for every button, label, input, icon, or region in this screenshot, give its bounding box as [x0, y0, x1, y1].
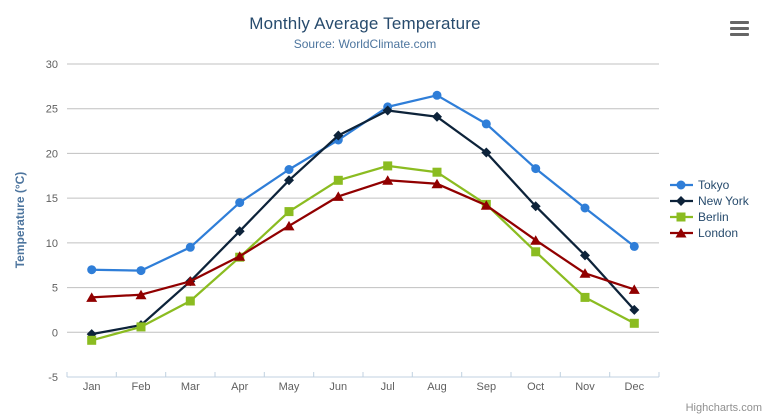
point-berlin-nov[interactable] [580, 292, 590, 302]
point-new-york-oct[interactable] [530, 201, 541, 212]
x-axis-label: Jul [381, 381, 395, 393]
point-berlin-aug[interactable] [432, 167, 442, 177]
point-tokyo-feb[interactable] [136, 266, 146, 276]
series-line-tokyo [90, 94, 636, 272]
point-london-jul[interactable] [382, 175, 394, 185]
point-london-dec[interactable] [628, 284, 640, 294]
point-new-york-apr[interactable] [234, 226, 245, 237]
point-tokyo-may[interactable] [284, 165, 294, 174]
y-axis-label: 15 [46, 193, 58, 205]
point-london-may[interactable] [283, 220, 295, 231]
x-axis-label: Apr [231, 381, 248, 393]
legend-item-london[interactable]: London [670, 227, 749, 239]
y-axis-label: 25 [46, 104, 58, 116]
legend-item-new-york[interactable]: New York [670, 195, 749, 207]
x-axis-label: Dec [625, 381, 645, 393]
point-berlin-jan[interactable] [87, 335, 97, 345]
legend-item-tokyo[interactable]: Tokyo [670, 179, 749, 191]
point-tokyo-dec[interactable] [629, 241, 639, 251]
x-axis-label: May [279, 381, 300, 393]
x-axis-label: Feb [132, 381, 151, 393]
point-berlin-jul[interactable] [383, 161, 393, 171]
y-axis-label: -5 [48, 372, 58, 384]
point-tokyo-aug[interactable] [432, 90, 442, 100]
chart-title: Monthly Average Temperature [249, 14, 481, 33]
point-tokyo-jan[interactable] [87, 265, 97, 275]
legend-item-label: New York [698, 194, 749, 208]
hamburger-bar [730, 27, 749, 30]
legend-item-label: London [698, 226, 739, 240]
point-tokyo-nov[interactable] [580, 203, 590, 213]
point-tokyo-apr[interactable] [235, 198, 245, 208]
point-london-feb[interactable] [135, 289, 147, 300]
legend: Tokyo New York Berlin London [670, 179, 749, 239]
y-axis-label: 20 [46, 148, 58, 160]
x-axis-label: Aug [427, 381, 447, 393]
point-london-oct[interactable] [530, 235, 542, 245]
point-new-york-sep[interactable] [481, 147, 492, 158]
x-axis-label: Sep [477, 381, 497, 393]
x-axis-label: Nov [575, 381, 595, 393]
point-new-york-may[interactable] [284, 175, 294, 186]
hamburger-bar [730, 33, 749, 36]
point-new-york-dec[interactable] [629, 304, 640, 315]
legend-item-label: Berlin [698, 210, 729, 224]
point-berlin-feb[interactable] [136, 322, 146, 332]
y-axis-label: 0 [52, 327, 58, 339]
x-axis-label: Oct [527, 381, 544, 393]
point-london-jun[interactable] [332, 191, 344, 201]
series-line-new-york [90, 109, 636, 336]
point-berlin-oct[interactable] [531, 247, 541, 257]
point-berlin-may[interactable] [284, 207, 294, 217]
legend-marker-circle-icon [670, 180, 693, 190]
legend-item-berlin[interactable]: Berlin [670, 211, 749, 223]
point-berlin-mar[interactable] [185, 296, 195, 306]
point-berlin-dec[interactable] [629, 318, 639, 328]
legend-marker-diamond-icon [670, 196, 693, 206]
series-line-berlin [90, 164, 636, 342]
x-axis-label: Jun [329, 381, 347, 393]
point-new-york-jun[interactable] [333, 130, 344, 141]
legend-marker-square-icon [670, 212, 693, 222]
x-axis-label: Jan [83, 381, 101, 393]
x-axis-label: Mar [181, 381, 200, 393]
point-berlin-jun[interactable] [333, 175, 343, 185]
point-tokyo-sep[interactable] [481, 119, 491, 129]
y-axis-label: 30 [46, 59, 58, 71]
chart-subtitle: Source: WorldClimate.com [293, 37, 437, 51]
point-tokyo-mar[interactable] [185, 242, 195, 252]
point-new-york-aug[interactable] [432, 111, 442, 122]
credits-link[interactable]: Highcharts.com [685, 402, 762, 414]
y-axis-label: 5 [52, 283, 58, 295]
legend-item-label: Tokyo [698, 178, 730, 192]
hamburger-bar [730, 21, 749, 24]
point-london-mar[interactable] [184, 276, 196, 286]
y-axis-label: 10 [46, 238, 58, 250]
point-new-york-nov[interactable] [580, 250, 590, 261]
point-london-apr[interactable] [234, 251, 246, 261]
point-new-york-jul[interactable] [382, 105, 393, 116]
y-axis-title: Temperature (°C) [13, 171, 27, 269]
legend-marker-triangle-icon [670, 228, 693, 238]
point-london-aug[interactable] [431, 178, 443, 189]
point-london-sep[interactable] [480, 200, 492, 210]
point-london-jan[interactable] [86, 292, 98, 302]
context-menu-button[interactable] [730, 21, 749, 36]
point-london-nov[interactable] [579, 268, 591, 278]
point-tokyo-oct[interactable] [531, 164, 541, 174]
series-line-london [90, 179, 636, 299]
